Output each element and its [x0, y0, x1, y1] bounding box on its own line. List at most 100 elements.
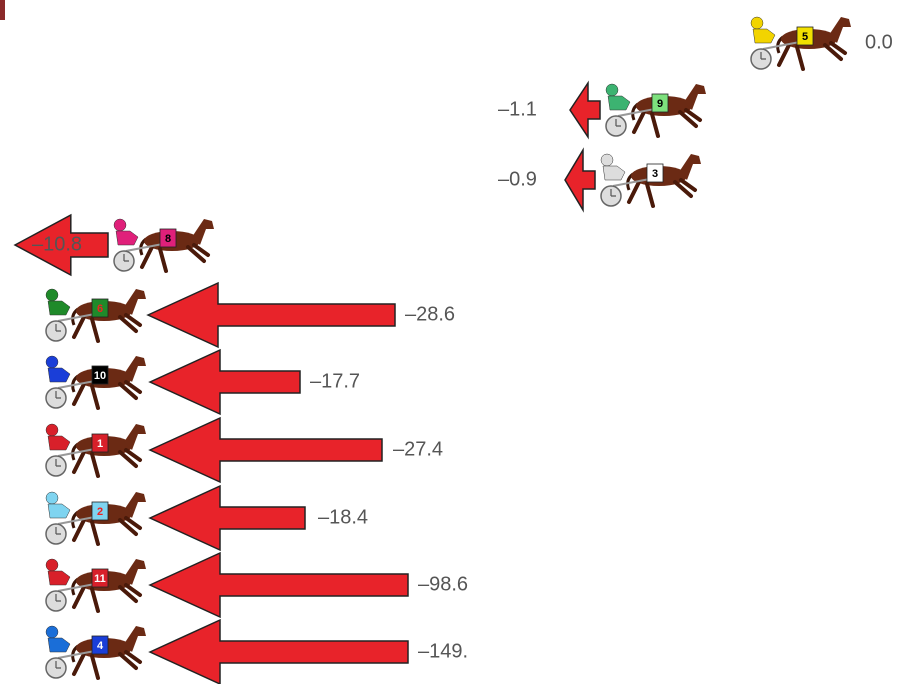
- jockey-head: [750, 16, 764, 30]
- horse-neck: [124, 356, 146, 382]
- horse-legs: [72, 516, 142, 546]
- saddle-cloth: [646, 163, 664, 183]
- horse-number: 9: [657, 98, 663, 110]
- saddle-cloth: [91, 298, 109, 318]
- jockey-head: [45, 288, 59, 302]
- saddle-cloth: [159, 228, 177, 248]
- horse: 8: [113, 218, 214, 273]
- gap-value: –27.4: [393, 438, 443, 460]
- jockey-body: [47, 300, 71, 316]
- horse: 11: [45, 558, 146, 613]
- horse-number: 5: [802, 31, 808, 43]
- gap-value: 0.0: [865, 31, 893, 53]
- horse-legs: [72, 380, 142, 410]
- arrow: [148, 348, 301, 416]
- horse: 9: [605, 83, 706, 138]
- arrow: [146, 281, 396, 349]
- horse-number: 10: [94, 370, 106, 382]
- arrow: [569, 80, 601, 140]
- arrow: [148, 618, 409, 684]
- horse-number: 4: [97, 640, 104, 652]
- jockey-body: [47, 503, 71, 519]
- jockey-head: [45, 355, 59, 369]
- horse-number: 8: [165, 233, 171, 245]
- gap-value: –0.9: [498, 168, 537, 190]
- wheel-hands: [55, 459, 61, 467]
- wheel-hands: [55, 391, 61, 399]
- horse-legs: [72, 650, 142, 680]
- arrow: [564, 147, 596, 213]
- jockey-body: [47, 435, 71, 451]
- horse-neck: [679, 154, 701, 180]
- horse-neck: [124, 492, 146, 518]
- horse-neck: [124, 626, 146, 652]
- jockey-body: [47, 570, 71, 586]
- horse: 4: [45, 625, 146, 680]
- horse-legs: [72, 313, 142, 343]
- horse: 2: [45, 491, 146, 546]
- saddle-cloth: [91, 568, 109, 588]
- horse-number: 6: [97, 303, 103, 315]
- saddle-cloth: [91, 501, 109, 521]
- gap-value: –1.1: [498, 98, 537, 120]
- jockey-body: [47, 367, 71, 383]
- horse-neck: [124, 559, 146, 585]
- jockey-head: [45, 423, 59, 437]
- horse-legs: [777, 41, 847, 71]
- arrow: [13, 213, 109, 277]
- saddle-cloth: [796, 26, 814, 46]
- horse-neck: [192, 219, 214, 245]
- horse-neck: [829, 17, 851, 43]
- horse-neck: [124, 424, 146, 450]
- saddle-cloth: [651, 93, 669, 113]
- jockey-body: [602, 165, 626, 181]
- jockey-head: [600, 153, 614, 167]
- jockey-body: [607, 95, 631, 111]
- horse-legs: [72, 448, 142, 478]
- wheel-hands: [123, 254, 129, 262]
- wheel-hands: [615, 119, 621, 127]
- jockey-head: [45, 491, 59, 505]
- gap-value: –17.7: [310, 370, 360, 392]
- jockey-head: [45, 558, 59, 572]
- arrow: [148, 484, 306, 552]
- horse: 5: [750, 16, 851, 71]
- horse-legs: [140, 243, 210, 273]
- saddle-cloth: [91, 635, 109, 655]
- horse: 3: [600, 153, 701, 208]
- jockey-head: [605, 83, 619, 97]
- wheel-hands: [55, 661, 61, 669]
- wheel-hands: [55, 527, 61, 535]
- horse-legs: [632, 108, 702, 138]
- gap-value: –10.8: [32, 233, 82, 255]
- jockey-body: [752, 28, 776, 44]
- horse-legs: [627, 178, 697, 208]
- gap-value: –18.4: [318, 506, 368, 528]
- wheel-hands: [610, 189, 616, 197]
- jockey-body: [115, 230, 139, 246]
- arrow: [148, 551, 409, 619]
- horse-number: 11: [94, 573, 106, 585]
- horse: 6: [45, 288, 146, 343]
- gap-value: –28.6: [405, 303, 455, 325]
- jockey-head: [113, 218, 127, 232]
- jockey-head: [45, 625, 59, 639]
- horse-number: 1: [97, 438, 103, 450]
- wheel-hands: [760, 52, 766, 60]
- saddle-cloth: [91, 365, 109, 385]
- wheel-hands: [55, 594, 61, 602]
- arrow: [148, 416, 383, 484]
- jockey-body: [47, 637, 71, 653]
- horse-number: 2: [97, 506, 103, 518]
- horse-number: 3: [652, 168, 658, 180]
- horse-neck: [684, 84, 706, 110]
- corner-mark: [0, 0, 5, 20]
- saddle-cloth: [91, 433, 109, 453]
- gap-value: –98.6: [418, 573, 468, 595]
- gap-value: –149.: [418, 640, 468, 662]
- horse-legs: [72, 583, 142, 613]
- horse: 1: [45, 423, 146, 478]
- wheel-hands: [55, 324, 61, 332]
